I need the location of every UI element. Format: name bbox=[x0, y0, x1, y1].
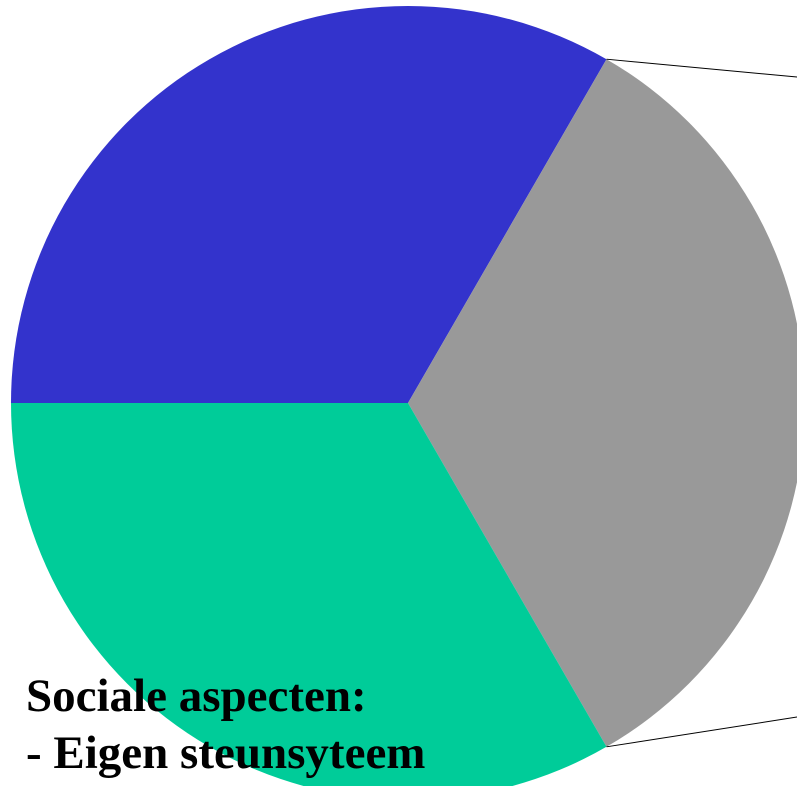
caption-title: Sociale aspecten: bbox=[26, 670, 367, 722]
pie-slice-green bbox=[11, 403, 607, 786]
pie-slice-gray bbox=[408, 59, 797, 747]
caption-item: - Eigen steunsyteem bbox=[26, 727, 426, 779]
pie-slice-blue bbox=[11, 5, 607, 403]
slice-caption: Sociale aspecten: - Eigen steunsyteem bbox=[26, 668, 425, 782]
leader-line-top bbox=[606, 58, 797, 78]
leader-line-bottom bbox=[606, 716, 797, 748]
pie-slices bbox=[11, 5, 797, 786]
leader-lines bbox=[606, 58, 797, 748]
